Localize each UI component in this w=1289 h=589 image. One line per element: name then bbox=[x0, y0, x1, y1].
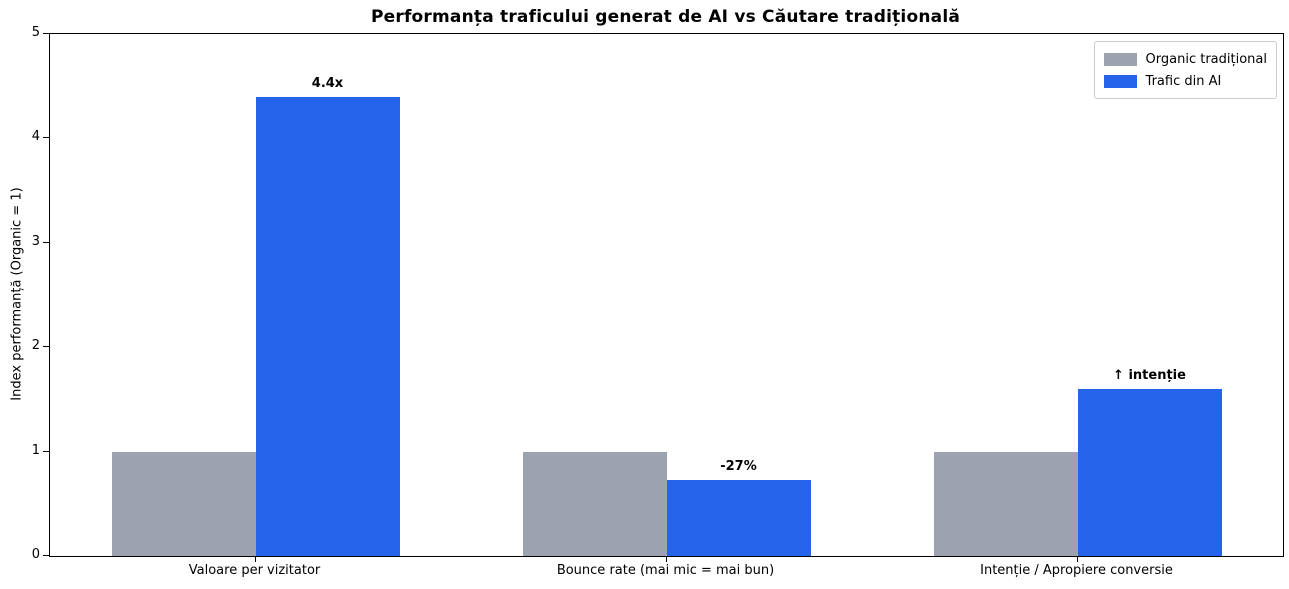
bar-series0-group1 bbox=[522, 451, 667, 556]
y-tick-label: 2 bbox=[31, 338, 40, 354]
legend-entry-1: Trafic din AI bbox=[1103, 70, 1267, 92]
x-tick-mark bbox=[665, 556, 667, 562]
legend-label: Trafic din AI bbox=[1145, 73, 1222, 89]
x-tick-label-1: Bounce rate (mai mic = mai bun) bbox=[556, 563, 775, 578]
bar-series0-group2 bbox=[933, 451, 1078, 556]
y-tick-label: 3 bbox=[31, 233, 40, 249]
legend-entry-0: Organic tradițional bbox=[1103, 48, 1267, 70]
bar-annotation-2: ↑ intenție bbox=[1113, 367, 1186, 383]
legend-label: Organic tradițional bbox=[1145, 51, 1267, 67]
y-tick-mark bbox=[43, 137, 49, 139]
legend-swatch-icon bbox=[1103, 52, 1137, 66]
bar-annotation-1: -27% bbox=[720, 458, 757, 474]
bar-annotation-0: 4.4x bbox=[311, 75, 344, 91]
x-tick-label-0: Valoare per vizitator bbox=[188, 563, 321, 578]
bar-series1-group0 bbox=[255, 96, 400, 556]
x-tick-mark bbox=[254, 556, 256, 562]
y-tick-mark bbox=[43, 346, 49, 348]
chart-title: Performanța traficului generat de AI vs … bbox=[370, 7, 961, 27]
y-tick-mark bbox=[43, 241, 49, 243]
bar-series1-group1 bbox=[666, 479, 811, 556]
y-tick-mark bbox=[43, 450, 49, 452]
y-tick-mark bbox=[43, 555, 49, 556]
y-axis-label: Index performanță (Organic = 1) bbox=[9, 187, 25, 401]
bars-layer: 4.4x -27% ↑ intenție bbox=[50, 34, 1283, 556]
bar-series1-group2 bbox=[1077, 388, 1222, 556]
y-tick-mark bbox=[43, 33, 49, 34]
legend: Organic tradițional Trafic din AI bbox=[1093, 41, 1277, 99]
plot-area: 4.4x -27% ↑ intenție Organic tradițional Tr… bbox=[49, 33, 1284, 557]
bar-series0-group0 bbox=[111, 451, 256, 556]
y-tick-label: 4 bbox=[31, 129, 40, 145]
x-tick-label-2: Intenție / Apropiere conversie bbox=[980, 563, 1173, 578]
y-tick-label: 5 bbox=[31, 25, 40, 40]
x-tick-mark bbox=[1076, 556, 1078, 562]
y-tick-label: 1 bbox=[31, 442, 40, 458]
legend-swatch-icon bbox=[1103, 74, 1137, 88]
y-tick-label: 0 bbox=[31, 547, 40, 562]
